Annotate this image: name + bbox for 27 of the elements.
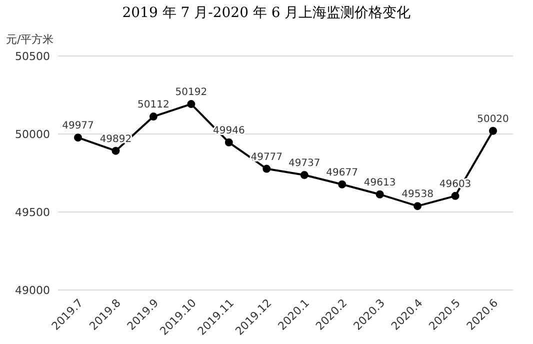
point <box>149 112 158 121</box>
point <box>414 202 422 210</box>
data-label: 49538 <box>402 189 434 200</box>
chart-title: 2019 年 7 月-2020 年 6 月上海监测价格变化 <box>121 4 412 22</box>
point <box>112 146 120 155</box>
data-label: 49977 <box>62 120 94 132</box>
y-tick-label: 49000 <box>15 284 50 297</box>
y-axis-title: 元/平方米 <box>6 32 54 47</box>
data-label: 49677 <box>326 167 358 178</box>
y-tick-label: 49500 <box>15 206 50 219</box>
point <box>224 138 233 146</box>
y-tick-label: 50000 <box>15 128 50 141</box>
data-label: 50020 <box>477 114 509 125</box>
point <box>338 180 346 188</box>
data-label: 49737 <box>288 158 320 170</box>
point <box>300 171 308 180</box>
point <box>74 134 82 142</box>
data-label: 50112 <box>138 100 170 111</box>
point <box>451 192 460 200</box>
data-label: 50192 <box>175 87 208 98</box>
point <box>187 100 196 108</box>
point <box>376 190 384 198</box>
data-label: 49777 <box>250 152 283 163</box>
data-label: 49613 <box>364 177 396 188</box>
point <box>489 126 497 135</box>
y-tick-label: 50500 <box>15 50 50 63</box>
point <box>262 164 271 173</box>
